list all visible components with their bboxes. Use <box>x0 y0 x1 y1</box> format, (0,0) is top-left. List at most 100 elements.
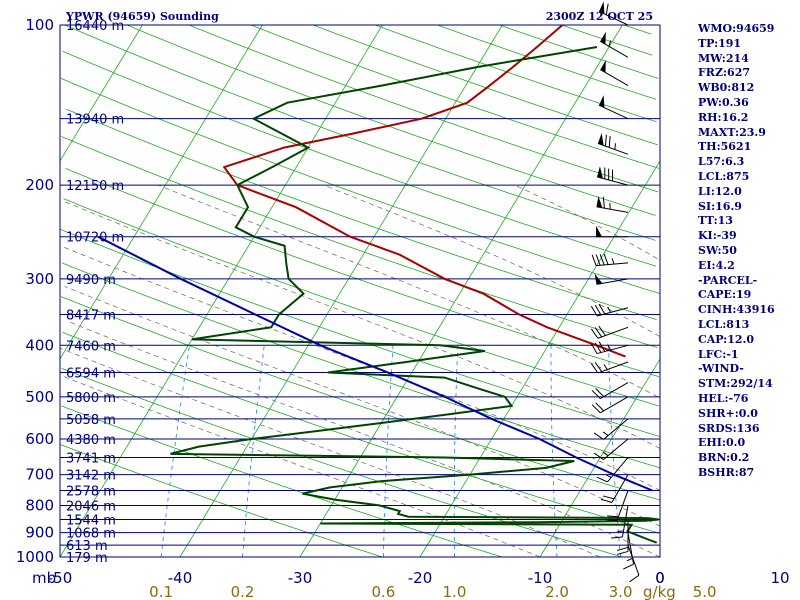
wind-barb-half <box>608 40 612 47</box>
wind-barb-staff <box>621 505 629 538</box>
wind-barb <box>597 133 629 155</box>
temperature-tick-label: 0 <box>655 569 665 587</box>
temperature-tick-label: -50 <box>48 569 73 587</box>
wind-barb-full <box>594 342 602 353</box>
height-label: 5800 m <box>66 391 116 406</box>
dry-adiabat <box>623 24 652 35</box>
mixing-ratio-label: 3.0 <box>609 583 633 600</box>
chart-timestamp: 2300Z 12 OCT 25 <box>546 10 653 23</box>
isotherm <box>59 24 143 162</box>
dry-adiabat <box>61 262 661 469</box>
dry-adiabat <box>499 24 659 79</box>
height-label: 13940 m <box>66 113 124 128</box>
dry-adiabat <box>62 50 657 267</box>
dry-adiabat <box>59 443 383 558</box>
moist-adiabat <box>65 201 661 449</box>
wind-barb-full <box>623 563 634 570</box>
temperature-tick-label: -10 <box>528 569 553 587</box>
index-item: WMO:94659 <box>698 22 775 35</box>
index-item: EI:4.2 <box>698 258 735 272</box>
pressure-tick-label: 100 <box>25 16 54 34</box>
wind-barb-staff <box>603 418 629 440</box>
wind-barb-full <box>595 402 605 412</box>
wind-barb <box>590 303 629 317</box>
wind-barb-half <box>626 557 633 562</box>
pressure-tick-label: 700 <box>25 466 54 484</box>
wind-barb <box>600 31 629 58</box>
isotherm <box>179 24 503 558</box>
index-item: FRZ:627 <box>698 66 751 80</box>
wind-barb-full <box>629 574 640 583</box>
temperature-tick-label: 0 <box>655 569 665 587</box>
dry-adiabat <box>313 24 659 146</box>
wind-barb-flag <box>600 31 606 45</box>
height-label: 4380 m <box>66 433 116 448</box>
wind-barb <box>596 166 629 186</box>
wind-barb-staff <box>627 544 640 576</box>
wind-barb-half <box>602 451 609 457</box>
wind-barb <box>591 382 629 399</box>
height-label: 6594 m <box>66 367 116 382</box>
wind-barb-full <box>591 254 597 266</box>
index-item: L57:6.3 <box>698 155 745 169</box>
wind-barb-flag <box>600 60 606 73</box>
wind-barb-full <box>608 136 611 148</box>
dry-adiabat <box>66 108 657 321</box>
wind-barb-full <box>602 495 615 500</box>
wind-barb-half <box>614 143 616 150</box>
height-label: 10720 m <box>66 231 124 246</box>
wind-barb-staff <box>600 382 629 399</box>
wind-barb-flag <box>597 166 603 179</box>
temperature-tick-label: -20 <box>408 569 433 587</box>
wind-barb <box>598 95 629 120</box>
index-item: LFC:-1 <box>698 347 739 361</box>
wind-barb-half <box>611 258 615 265</box>
height-label: 16440 m <box>66 19 124 34</box>
isotherm <box>59 24 263 360</box>
index-item: BSHR:87 <box>698 465 755 479</box>
height-label: 8417 m <box>66 308 116 323</box>
wind-barb-staff <box>603 438 629 460</box>
pressure-tick-label: 600 <box>25 430 54 448</box>
mixing-ratio-label: 0.1 <box>149 583 173 600</box>
wind-barb-staff <box>597 361 629 374</box>
wind-barb-half <box>605 474 612 478</box>
pressure-tick-label: 900 <box>25 524 54 542</box>
dewpoint-trace <box>170 46 659 544</box>
mixing-ratio-label: 2.0 <box>545 583 569 600</box>
dry-adiabat <box>251 24 660 169</box>
height-label: 9490 m <box>66 273 116 288</box>
wind-barb-half <box>607 306 612 313</box>
index-item: TH:5621 <box>698 140 752 154</box>
wind-barb-full <box>600 498 613 503</box>
wind-barb-staff <box>597 326 629 339</box>
wind-barb-full <box>591 390 601 399</box>
height-label: 2578 m <box>66 485 116 500</box>
dry-adiabat <box>561 24 653 56</box>
index-item: LCL:875 <box>698 169 750 183</box>
index-item: HEL:-76 <box>698 391 749 405</box>
wind-barb <box>591 253 629 267</box>
index-item: KI:-39 <box>698 229 737 243</box>
dry-adiabat <box>63 198 659 407</box>
wind-barb <box>594 273 629 285</box>
wind-barb-full <box>611 536 623 539</box>
temperature-tick-label: 10 <box>770 569 789 587</box>
wind-barb <box>611 505 629 539</box>
dry-adiabat <box>188 24 659 193</box>
wind-barb-half <box>607 344 612 351</box>
wind-barb-staff <box>596 176 629 186</box>
moist-adiabat <box>64 286 661 527</box>
wind-barb-full <box>593 432 604 440</box>
stability-indices-panel: WMO:94659 TP:191 MW:214 FRZ:627 WB0:812 PW:0.… <box>698 22 798 481</box>
dry-adiabat <box>375 24 657 123</box>
wind-barb-full <box>590 343 598 354</box>
wind-barb <box>593 438 629 460</box>
dry-adiabat <box>437 24 657 100</box>
pressure-tick-label: 800 <box>25 496 54 514</box>
wind-barb <box>596 457 629 483</box>
wind-barb-staff <box>616 490 629 521</box>
wind-barb-staff <box>596 344 629 355</box>
moist-adiabat <box>514 184 658 260</box>
plot-frame <box>59 24 661 558</box>
